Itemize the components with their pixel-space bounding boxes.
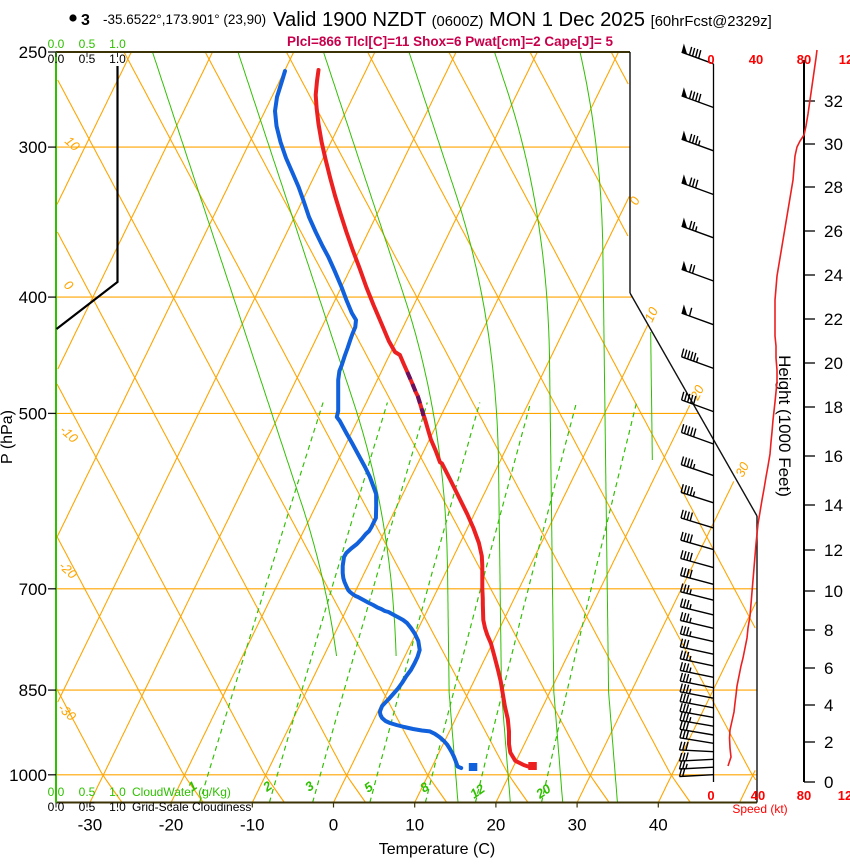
svg-text:30: 30	[824, 135, 843, 154]
svg-text:12: 12	[824, 541, 843, 560]
svg-text:12: 12	[839, 52, 850, 67]
svg-text:1.0: 1.0	[109, 785, 126, 799]
svg-text:2: 2	[824, 733, 833, 752]
svg-text:30: 30	[732, 459, 752, 479]
svg-text:80: 80	[797, 788, 811, 803]
svg-text:18: 18	[824, 398, 843, 417]
svg-text:4: 4	[824, 696, 833, 715]
svg-text:0: 0	[707, 52, 714, 67]
svg-text:20: 20	[824, 354, 843, 373]
svg-text:500: 500	[19, 404, 47, 423]
svg-text:250: 250	[19, 43, 47, 62]
svg-text:40: 40	[649, 816, 668, 835]
svg-text:10: 10	[405, 816, 424, 835]
svg-text:3: 3	[81, 12, 90, 29]
svg-text:6: 6	[824, 659, 833, 678]
svg-text:28: 28	[824, 178, 843, 197]
svg-text:40: 40	[749, 52, 763, 67]
svg-text:700: 700	[19, 580, 47, 599]
svg-text:0.5: 0.5	[79, 785, 96, 799]
svg-text:26: 26	[824, 222, 843, 241]
svg-text:1000: 1000	[9, 766, 47, 785]
svg-text:0.5: 0.5	[79, 52, 96, 66]
svg-text:40: 40	[751, 788, 765, 803]
svg-text:0: 0	[329, 816, 338, 835]
svg-text:Valid 1900 NZDT (0600Z) MON 1: Valid 1900 NZDT (0600Z) MON 1 Dec 2025 […	[273, 9, 772, 31]
svg-text:-35.6522°,173.901° (23,90): -35.6522°,173.901° (23,90)	[103, 12, 266, 27]
svg-text:24: 24	[824, 266, 843, 285]
svg-text:P (hPa): P (hPa)	[0, 410, 16, 464]
svg-text:12: 12	[838, 788, 850, 803]
svg-text:300: 300	[19, 138, 47, 157]
svg-text:Grid-Scale Cloudiness: Grid-Scale Cloudiness	[132, 800, 251, 814]
svg-text:32: 32	[824, 92, 843, 111]
svg-text:CloudWater (g/Kg): CloudWater (g/Kg)	[132, 785, 231, 799]
svg-text:0: 0	[707, 788, 714, 803]
svg-text:-20: -20	[159, 816, 184, 835]
svg-text:850: 850	[19, 681, 47, 700]
svg-text:1.0: 1.0	[109, 37, 126, 51]
svg-text:14: 14	[824, 496, 843, 515]
svg-text:-10: -10	[240, 816, 265, 835]
svg-text:0: 0	[824, 773, 833, 792]
svg-text:-30: -30	[78, 816, 103, 835]
svg-text:30: 30	[568, 816, 587, 835]
svg-text:1.0: 1.0	[109, 52, 126, 66]
svg-text:10: 10	[641, 304, 661, 324]
svg-text:0.0: 0.0	[48, 37, 65, 51]
svg-text:Speed (kt): Speed (kt)	[732, 802, 787, 816]
svg-text:10: 10	[824, 582, 843, 601]
svg-text:0.5: 0.5	[79, 37, 96, 51]
svg-text:400: 400	[19, 288, 47, 307]
svg-text:80: 80	[797, 52, 811, 67]
svg-text:Height (1000 Feet): Height (1000 Feet)	[775, 355, 794, 497]
svg-text:22: 22	[824, 310, 843, 329]
svg-text:20: 20	[486, 816, 505, 835]
svg-text:Plcl=866 Tlcl[C]=11 Shox=6 Pwa: Plcl=866 Tlcl[C]=11 Shox=6 Pwat[cm]=2 Ca…	[287, 34, 614, 49]
svg-text:0.0: 0.0	[48, 785, 65, 799]
svg-text:Temperature (C): Temperature (C)	[379, 841, 495, 858]
svg-text:8: 8	[824, 621, 833, 640]
svg-text:0.0: 0.0	[48, 52, 65, 66]
svg-text:16: 16	[824, 447, 843, 466]
